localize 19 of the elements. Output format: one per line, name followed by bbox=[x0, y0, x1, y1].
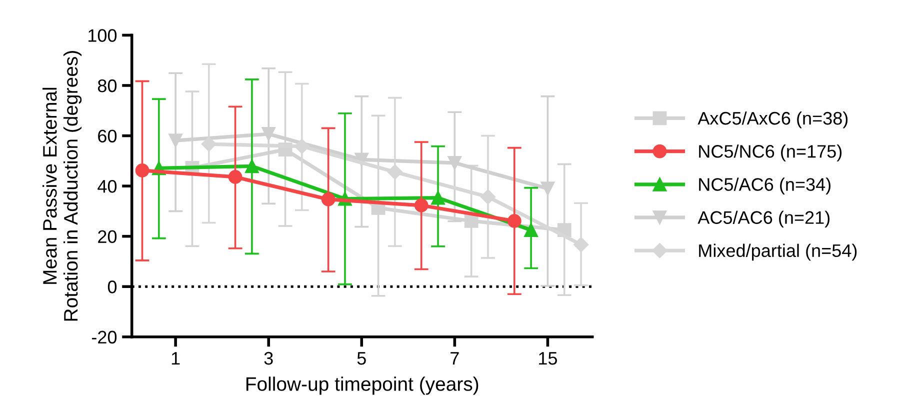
x-tick-label: 1 bbox=[172, 352, 180, 365]
y-tick-label: 80 bbox=[98, 79, 117, 92]
legend-label: NC5/NC6 (n=175) bbox=[699, 144, 842, 162]
y-axis-title: Mean Passive External Rotation in Adduction (degrees) bbox=[42, 51, 82, 321]
y-tick-label: 100 bbox=[88, 29, 117, 42]
legend-label: NC5/AC6 (n=34) bbox=[699, 178, 830, 194]
x-tick-label: 7 bbox=[450, 352, 459, 365]
y-tick-label: 60 bbox=[98, 130, 117, 142]
legend-label: Mixed/partial (n=54) bbox=[699, 244, 857, 261]
x-tick-label: 5 bbox=[357, 352, 366, 365]
x-tick-label: 15 bbox=[539, 352, 557, 365]
x-tick-label: 3 bbox=[264, 352, 273, 365]
legend-label: AC5/AC6 (n=21) bbox=[698, 210, 830, 228]
y-tick-label: 20 bbox=[98, 230, 117, 244]
y-tick-label: 40 bbox=[98, 180, 117, 193]
y-tick-label: -20 bbox=[92, 330, 117, 344]
x-axis-title: Follow-up timepoint (years) bbox=[246, 376, 478, 395]
y-tick-label: 0 bbox=[108, 280, 117, 294]
legend-label: AxC5/AxC6 (n=38) bbox=[698, 111, 848, 128]
